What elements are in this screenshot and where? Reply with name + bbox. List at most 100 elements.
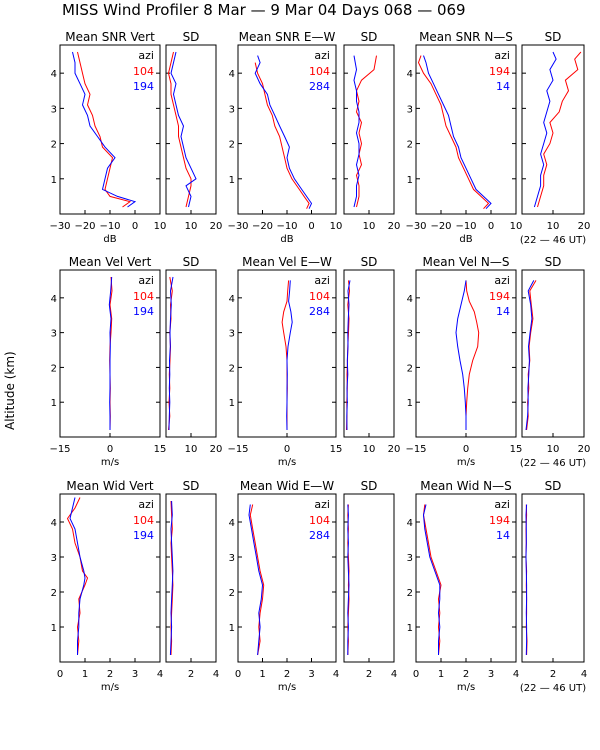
snr-vert-xtick-label: −20	[74, 221, 95, 232]
snr-ew-mean-title: Mean SNR E—W	[239, 30, 336, 44]
vel-ew-xtick-label: 15	[330, 444, 343, 455]
vel-ew-sd-frame	[343, 269, 395, 438]
vel-vert-sd-xtick-label: 20	[210, 444, 223, 455]
snr-ew-series-284-mean-line	[254, 55, 313, 209]
snr-ns-xlabel: dB	[459, 234, 472, 245]
vel-ns-ytick-label: 4	[407, 294, 413, 305]
wid-ew-ytick-label: 4	[229, 518, 235, 529]
wid-vert-ytick-label: 3	[51, 553, 57, 564]
vel-ns-legend-header: azi	[494, 274, 510, 287]
wid-ns-xtick-label: 1	[438, 669, 444, 680]
snr-ew-ytick-label: 2	[229, 140, 235, 151]
wid-ew-xtick-label: 2	[284, 669, 290, 680]
wid-ew-series-104-mean-line	[249, 504, 265, 656]
vel-vert-sd-frame	[165, 269, 217, 438]
snr-vert-legend-194: 194	[133, 80, 154, 93]
wid-vert-legend-header: azi	[138, 498, 154, 511]
wid-ns-xtick-label: 0	[413, 669, 419, 680]
wid-ew-mean-title: Mean Wid E—W	[240, 479, 334, 493]
snr-ns-legend-header: azi	[494, 49, 510, 62]
vel-ew-ytick-label: 3	[229, 329, 235, 340]
snr-ew-xtick-label: −10	[276, 221, 297, 232]
vel-ns-xlabel: m/s	[457, 457, 475, 468]
snr-vert-mean-title: Mean SNR Vert	[65, 30, 155, 44]
page-title: MISS Wind Profiler 8 Mar — 9 Mar 04 Days…	[62, 1, 466, 19]
wid-ns-sd-xtick-label: 2	[550, 669, 556, 680]
snr-ew-legend-header: azi	[314, 49, 330, 62]
wid-vert-ytick-label: 4	[51, 518, 57, 529]
snr-ns-mean-title: Mean SNR N—S	[419, 30, 513, 44]
snr-ns-xtick-label: 10	[510, 221, 523, 232]
snr-vert-sd-xtick-label: 20	[210, 221, 223, 232]
snr-ew-legend-284: 284	[309, 80, 330, 93]
vel-vert-xtick-label: 0	[107, 444, 113, 455]
vel-ew-legend-header: azi	[314, 274, 330, 287]
vel-ns-sd-frame	[521, 269, 585, 438]
snr-vert-xtick-label: −10	[99, 221, 120, 232]
wid-vert-xtick-label: 0	[57, 669, 63, 680]
vel-ns-ytick-label: 3	[407, 329, 413, 340]
vel-vert-xtick-label: −15	[49, 444, 70, 455]
snr-vert-xtick-label: 0	[132, 221, 138, 232]
vel-ew-xtick-label: −15	[227, 444, 248, 455]
snr-ns-legend-14: 14	[496, 80, 510, 93]
vel-ns-ytick-label: 2	[407, 363, 413, 374]
wid-ew-xlabel: m/s	[278, 682, 296, 693]
vel-ns-sd-title: SD	[545, 255, 562, 269]
snr-vert-xtick-label: −30	[49, 221, 70, 232]
wid-ns-legend-194: 194	[489, 514, 510, 527]
snr-ns-legend-194: 194	[489, 65, 510, 78]
wid-ew-sd-frame	[343, 493, 395, 663]
wid-ns-ytick-label: 1	[407, 623, 413, 634]
snr-ew-legend-104: 104	[309, 65, 330, 78]
vel-ew-series-284-mean-line	[286, 280, 293, 431]
snr-ns-sd-frame	[521, 44, 585, 215]
vel-ew-sd-title: SD	[361, 255, 378, 269]
wid-ew-xtick-label: 1	[259, 669, 265, 680]
wid-ew-sd-title: SD	[361, 479, 378, 493]
wid-ns-mean-title: Mean Wid N—S	[420, 479, 511, 493]
wid-ew-sd-xtick-label: 2	[366, 669, 372, 680]
snr-ns-xtick-label: −10	[455, 221, 476, 232]
vel-vert-ytick-label: 2	[51, 363, 57, 374]
wid-vert-xtick-label: 1	[82, 669, 88, 680]
vel-ns-xtick-label: −15	[405, 444, 426, 455]
wid-vert-series-194-sd-line	[169, 500, 174, 656]
vel-vert-mean-title: Mean Vel Vert	[69, 255, 152, 269]
vel-ns-sd-xtick-label: 20	[578, 444, 591, 455]
snr-ns-series-194-sd-line	[537, 51, 582, 208]
wid-ns-series-194-mean-line	[422, 504, 442, 656]
wid-ew-legend-header: azi	[314, 498, 330, 511]
snr-ns-ytick-label: 1	[407, 175, 413, 186]
wid-vert-xtick-label: 4	[157, 669, 163, 680]
vel-ns-legend-194: 194	[489, 290, 510, 303]
wid-vert-sd-xtick-label: 2	[188, 669, 194, 680]
snr-ns-sd-xtick-label: 20	[578, 221, 591, 232]
snr-vert-ytick-label: 4	[51, 69, 57, 80]
wid-vert-xtick-label: 3	[132, 669, 138, 680]
snr-ew-sd-title: SD	[361, 30, 378, 44]
vel-ew-xlabel: m/s	[278, 457, 296, 468]
snr-ew-series-104-sd-line	[355, 55, 377, 208]
wid-ns-sd-title: SD	[545, 479, 562, 493]
wid-ns-xtick-label: 2	[463, 669, 469, 680]
snr-vert-ytick-label: 1	[51, 175, 57, 186]
vel-vert-ytick-label: 3	[51, 329, 57, 340]
snr-ns-ytick-label: 4	[407, 69, 413, 80]
vel-ns-ut-note: (22 — 46 UT)	[520, 458, 586, 469]
vel-vert-sd-title: SD	[183, 255, 200, 269]
wid-ew-sd-xtick-label: 4	[391, 669, 397, 680]
snr-ns-ytick-label: 3	[407, 104, 413, 115]
vel-vert-series-194-mean-line	[108, 276, 113, 430]
vel-vert-legend-header: azi	[138, 274, 154, 287]
snr-ns-xtick-label: 0	[488, 221, 494, 232]
wid-vert-xtick-label: 2	[107, 669, 113, 680]
vel-ns-ytick-label: 1	[407, 398, 413, 409]
vel-ew-series-284-sd-line	[346, 280, 351, 431]
snr-vert-ytick-label: 2	[51, 140, 57, 151]
snr-ew-sd-frame	[343, 44, 395, 215]
wid-ew-legend-104: 104	[309, 514, 330, 527]
wid-ns-ytick-label: 3	[407, 553, 413, 564]
wid-ew-legend-284: 284	[309, 529, 330, 542]
